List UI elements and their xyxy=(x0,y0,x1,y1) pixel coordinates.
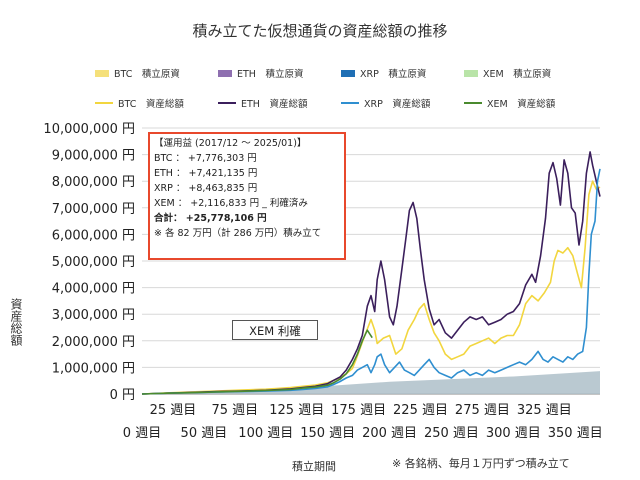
legend-label: XRP 積立原資 xyxy=(360,69,427,80)
annotation-line: XEM ： +2,116,833 円 _ 利確済み xyxy=(154,198,308,209)
legend-row-principal: BTC 積立原資 ETH 積立原資 XRP 積立原資 XEM 積立原資 xyxy=(95,66,587,80)
x-tick-label: 225 週目 xyxy=(393,403,448,418)
x-tick-label: 125 週目 xyxy=(269,403,324,418)
x-tick-label: 100 週目 xyxy=(238,426,293,441)
x-tick-label: 150 週目 xyxy=(300,426,355,441)
legend-label: ETH 積立原資 xyxy=(237,69,304,80)
x-tick-label: 250 週目 xyxy=(424,426,479,441)
x-tick-labels: 25 週目 75 週目 125 週目 175 週目 225 週目 275 週目 325 週目… xyxy=(123,403,603,441)
series-line xyxy=(141,329,373,395)
legend-item-xem-total: XEM 資産総額 xyxy=(464,96,587,110)
x-tick-label: 200 週目 xyxy=(362,426,417,441)
y-tick-label: 7,000,000 円 xyxy=(52,202,135,217)
legend-item-xrp-principal: XRP 積立原資 xyxy=(341,66,464,80)
legend-label: XEM 資産総額 xyxy=(487,99,556,110)
annotation-line: XRP ： +8,463,835 円 xyxy=(154,183,258,194)
footnote: ※ 各銘柄、毎月１万円ずつ積み立て xyxy=(392,457,570,470)
annotation-line: 【運用益 (2017/12 ～ 2025/01)】 xyxy=(154,138,307,149)
series-line xyxy=(141,151,601,395)
annotation-total: 合計： +25,778,106 円 xyxy=(154,213,267,224)
legend-item-xrp-total: XRP 資産総額 xyxy=(341,96,464,110)
y-tick-label: 4,000,000 円 xyxy=(52,282,135,297)
x-tick-label: 0 週目 xyxy=(123,426,161,441)
legend-row-total: BTC 資産総額 ETH 資産総額 XRP 資産総額 XEM 資産総額 xyxy=(95,96,587,110)
legend-swatch xyxy=(341,102,359,104)
y-tick-label: 6,000,000 円 xyxy=(52,228,135,243)
legend-swatch xyxy=(464,69,478,77)
series-lines xyxy=(141,151,601,395)
legend-item-eth-principal: ETH 積立原資 xyxy=(218,66,341,80)
principal-area xyxy=(142,371,600,394)
x-tick-label: 350 週目 xyxy=(548,426,603,441)
y-tick-label: 9,000,000 円 xyxy=(52,149,135,164)
annotation-box: 【運用益 (2017/12 ～ 2025/01)】 BTC ： +7,776,3… xyxy=(148,132,346,260)
y-tick-label: 10,000,000 円 xyxy=(43,122,135,137)
x-tick-label: 300 週目 xyxy=(486,426,541,441)
principal-area-fill xyxy=(142,371,600,394)
legend-label: BTC 資産総額 xyxy=(118,99,184,110)
legend-label: XRP 資産総額 xyxy=(364,99,431,110)
legend-swatch xyxy=(464,102,482,104)
y-tick-label: 0 円 xyxy=(110,388,135,403)
annotation-line: ※ 各 82 万円（計 286 万円）積み立て xyxy=(154,228,322,239)
annotation-line: BTC ： +7,776,303 円 xyxy=(154,153,257,164)
legend-label: BTC 積立原資 xyxy=(114,69,180,80)
legend-item-xem-principal: XEM 積立原資 xyxy=(464,66,587,80)
series-line xyxy=(141,168,601,395)
legend-swatch xyxy=(95,102,113,104)
y-tick-label: 3,000,000 円 xyxy=(52,308,135,323)
x-tick-label: 25 週目 xyxy=(150,403,197,418)
legend-item-btc-principal: BTC 積立原資 xyxy=(95,66,218,80)
legend-swatch xyxy=(218,102,236,104)
legend-label: XEM 積立原資 xyxy=(483,69,552,80)
legend-item-eth-total: ETH 資産総額 xyxy=(218,96,341,110)
annotation-line: ETH ： +7,421,135 円 xyxy=(154,168,258,179)
y-tick-labels: 0 円 1,000,000 円 2,000,000 円 3,000,000 円 4,00… xyxy=(43,122,135,403)
x-tick-label: 50 週目 xyxy=(181,426,228,441)
y-tick-label: 2,000,000 円 xyxy=(52,335,135,350)
y-tick-label: 5,000,000 円 xyxy=(52,255,135,270)
legend-swatch xyxy=(218,69,232,77)
x-tick-label: 75 週目 xyxy=(211,403,258,418)
y-axis-label: 資産総額 xyxy=(9,298,23,346)
legend-label: ETH 資産総額 xyxy=(241,99,308,110)
grid-lines xyxy=(142,127,600,395)
legend-swatch xyxy=(95,69,109,77)
x-tick-label: 275 週目 xyxy=(455,403,510,418)
xem-callout: XEM 利確 xyxy=(232,320,318,340)
x-tick-label: 175 週目 xyxy=(331,403,386,418)
y-tick-label: 1,000,000 円 xyxy=(52,361,135,376)
x-tick-label: 325 週目 xyxy=(517,403,572,418)
legend-swatch xyxy=(341,69,355,77)
x-axis-label: 積立期間 xyxy=(292,460,336,473)
legend-item-btc-total: BTC 資産総額 xyxy=(95,96,218,110)
chart-title: 積み立てた仮想通貨の資産総額の推移 xyxy=(192,22,448,40)
y-tick-label: 8,000,000 円 xyxy=(52,175,135,190)
